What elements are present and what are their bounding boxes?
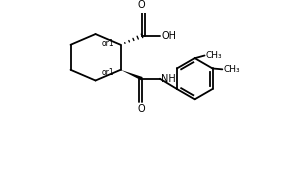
Text: or1: or1 bbox=[102, 68, 114, 77]
Text: O: O bbox=[137, 0, 145, 10]
Text: CH₃: CH₃ bbox=[205, 51, 222, 60]
Text: or1: or1 bbox=[102, 39, 114, 48]
Polygon shape bbox=[120, 70, 143, 80]
Text: NH: NH bbox=[161, 74, 176, 84]
Text: OH: OH bbox=[161, 31, 176, 41]
Text: CH₃: CH₃ bbox=[223, 65, 240, 74]
Text: O: O bbox=[137, 104, 145, 114]
